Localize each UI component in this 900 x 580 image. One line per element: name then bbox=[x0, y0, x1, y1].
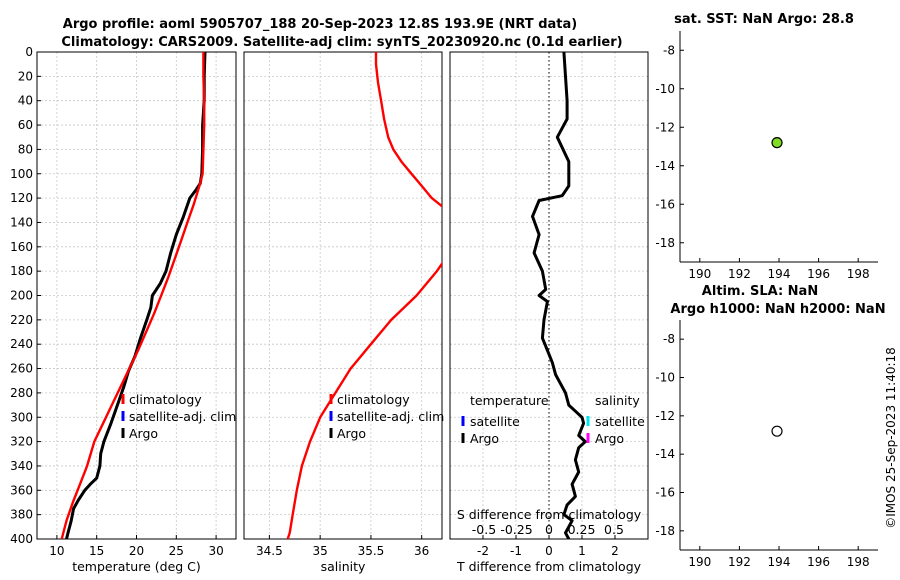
diff-xtick-label: -1 bbox=[510, 544, 522, 558]
temp-xlabel: temperature (deg C) bbox=[72, 559, 201, 574]
temp-panel: 10 15 20 25 30 temperature (deg C) 0 20 40 60 80 10… bbox=[10, 45, 237, 574]
temp-ytick-label: 220 bbox=[10, 313, 33, 327]
imos-watermark: ©IMOS 25-Sep-2023 11:40:18 bbox=[884, 347, 898, 529]
diff-sal-tick-label: 0.5 bbox=[604, 522, 624, 537]
sla-ytick-label: -10 bbox=[655, 371, 675, 385]
sst-xtick-label: 196 bbox=[807, 267, 830, 281]
sal-legend-label: satellite-adj. clim bbox=[337, 409, 444, 424]
sla-position-marker bbox=[771, 425, 783, 437]
sst-xtick-label: 190 bbox=[688, 267, 711, 281]
diff-legend-sal-label: Argo bbox=[595, 431, 624, 446]
sla-title-line1: Altim. SLA: NaN bbox=[702, 284, 818, 299]
temp-xtick-label: 20 bbox=[129, 544, 144, 558]
sst-xtick-label: 192 bbox=[728, 267, 751, 281]
sal-xlabel: salinity bbox=[321, 559, 366, 574]
sal-legend-label: Argo bbox=[337, 426, 366, 441]
diff-xtick-label: -2 bbox=[477, 544, 489, 558]
sal-panel: 34.5 35 35.5 36 salinity climatology satellite… bbox=[243, 51, 444, 574]
diff-xtick-label: 0 bbox=[545, 544, 553, 558]
sla-xtick-label: 196 bbox=[807, 555, 830, 569]
temp-ytick-label: 320 bbox=[10, 435, 33, 449]
sla-ytick-label: -12 bbox=[655, 409, 675, 423]
sst-ytick-label: -16 bbox=[655, 197, 675, 211]
sla-xtick-label: 190 bbox=[688, 555, 711, 569]
temp-xtick-label: 10 bbox=[49, 544, 64, 558]
sal-xtick-label: 36 bbox=[414, 544, 429, 558]
sal-climatology-line bbox=[286, 52, 442, 539]
sla-panel: -8 -10 -12 -14 -16 -18 190 192 194 196 198 bbox=[655, 320, 878, 569]
sal-xtick-label: 34.5 bbox=[256, 544, 283, 558]
temp-legend-label: climatology bbox=[129, 392, 202, 407]
sst-ytick-label: -12 bbox=[655, 120, 675, 134]
sst-panel: -8 -10 -12 -14 -16 -18 190 192 194 196 198 bbox=[655, 31, 878, 281]
temp-legend-label: satellite-adj. clim bbox=[129, 409, 236, 424]
temp-ytick-label: 20 bbox=[18, 69, 33, 83]
temp-ytick-label: 380 bbox=[10, 508, 33, 522]
main-title-line1: Argo profile: aoml 5905707_188 20-Sep-20… bbox=[63, 17, 577, 32]
sst-title: sat. SST: NaN Argo: 28.8 bbox=[674, 12, 854, 27]
temp-xtick-label: 25 bbox=[169, 544, 184, 558]
sst-position-marker bbox=[771, 137, 783, 149]
sla-ytick-label: -18 bbox=[655, 524, 675, 538]
diff-legend-temp-header: temperature bbox=[470, 393, 549, 408]
sst-xtick-label: 194 bbox=[768, 267, 791, 281]
sla-ytick-label: -16 bbox=[655, 486, 675, 500]
sla-xtick-label: 194 bbox=[768, 555, 791, 569]
diff-sal-tick-label: 0 bbox=[545, 522, 553, 537]
diff-sal-axis-label: S difference from climatology bbox=[457, 507, 642, 522]
temp-ytick-label: 0 bbox=[25, 45, 33, 59]
diff-sal-tick-label: 0.25 bbox=[568, 522, 596, 537]
temp-ytick-label: 300 bbox=[10, 410, 33, 424]
diff-argo-line bbox=[531, 52, 587, 539]
sal-legend-label: climatology bbox=[337, 392, 410, 407]
diff-xtick-label: 2 bbox=[611, 544, 619, 558]
temp-ytick-label: 120 bbox=[10, 191, 33, 205]
diff-xlabel: T difference from climatology bbox=[456, 559, 642, 574]
temp-ytick-label: 80 bbox=[18, 142, 33, 156]
main-title-line2: Climatology: CARS2009. Satellite-adj cli… bbox=[61, 35, 622, 50]
diff-sal-tick-label: -0.25 bbox=[500, 522, 532, 537]
sst-ytick-label: -8 bbox=[663, 43, 675, 57]
temp-ytick-label: 240 bbox=[10, 337, 33, 351]
temp-ytick-label: 140 bbox=[10, 215, 33, 229]
temp-ytick-label: 360 bbox=[10, 483, 33, 497]
diff-legend-sal-header: salinity bbox=[595, 393, 640, 408]
sla-ytick-label: -8 bbox=[663, 332, 675, 346]
sst-ytick-label: -10 bbox=[655, 82, 675, 96]
sla-ytick-label: -14 bbox=[655, 447, 675, 461]
diff-panel: -2 -1 0 1 2T difference from climatology S di… bbox=[449, 51, 649, 574]
temp-ytick-label: 160 bbox=[10, 240, 33, 254]
temp-ytick-label: 260 bbox=[10, 362, 33, 376]
diff-legend-temp-label: satellite bbox=[470, 414, 520, 429]
sst-xtick-label: 198 bbox=[847, 267, 870, 281]
temp-legend-label: Argo bbox=[129, 426, 158, 441]
diff-sal-tick-label: -0.5 bbox=[472, 522, 496, 537]
sla-xtick-label: 198 bbox=[847, 555, 870, 569]
sal-xtick-label: 35.5 bbox=[358, 544, 385, 558]
temp-xtick-label: 15 bbox=[89, 544, 104, 558]
temp-ytick-label: 100 bbox=[10, 167, 33, 181]
sal-axes-frame bbox=[243, 51, 443, 540]
diff-legend-sal-label: satellite bbox=[595, 414, 645, 429]
temp-ytick-label: 340 bbox=[10, 459, 33, 473]
diff-legend-temp-label: Argo bbox=[470, 431, 499, 446]
diff-xtick-label: 1 bbox=[578, 544, 586, 558]
temp-xtick-label: 30 bbox=[208, 544, 223, 558]
temp-ytick-label: 60 bbox=[18, 118, 33, 132]
temp-ytick-label: 180 bbox=[10, 264, 33, 278]
temp-ytick-label: 400 bbox=[10, 532, 33, 546]
temp-ytick-label: 280 bbox=[10, 386, 33, 400]
sst-ytick-label: -18 bbox=[655, 236, 675, 250]
temp-ytick-label: 200 bbox=[10, 289, 33, 303]
sla-title-line2: Argo h1000: NaN h2000: NaN bbox=[670, 302, 885, 317]
temp-climatology-line bbox=[60, 52, 206, 539]
temp-ytick-label: 40 bbox=[18, 94, 33, 108]
sal-xtick-label: 35 bbox=[313, 544, 328, 558]
sst-ytick-label: -14 bbox=[655, 159, 675, 173]
sla-xtick-label: 192 bbox=[728, 555, 751, 569]
